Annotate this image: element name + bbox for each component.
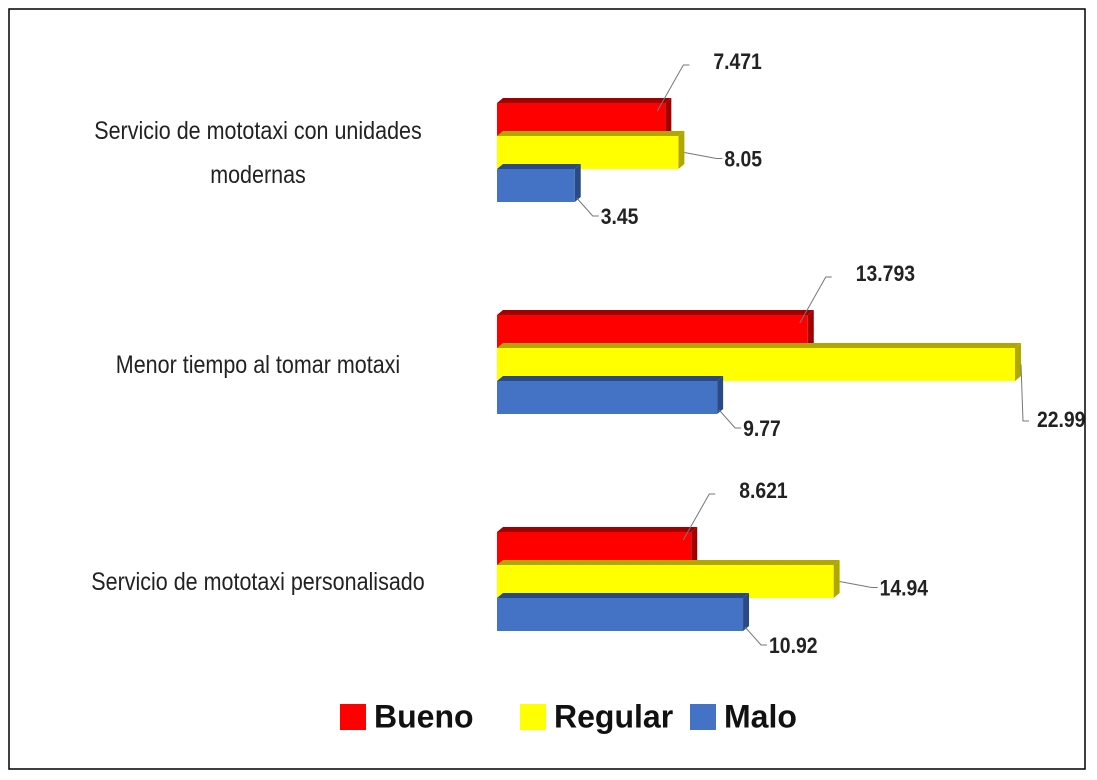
bar-top bbox=[497, 164, 581, 169]
bar-top bbox=[497, 560, 840, 565]
bar-depth bbox=[691, 527, 698, 565]
category-label: Servicio de mototaxi personalisado bbox=[91, 567, 425, 596]
bar-depth bbox=[833, 560, 840, 598]
legend-swatch bbox=[520, 704, 546, 730]
bar-top bbox=[497, 131, 685, 136]
bar-depth bbox=[743, 593, 750, 631]
bar bbox=[497, 381, 718, 414]
data-label: 10.92 bbox=[769, 634, 817, 658]
legend-label: Malo bbox=[724, 698, 797, 734]
bar-depth bbox=[678, 131, 685, 169]
legend-swatch bbox=[690, 704, 716, 730]
data-label: 9.77 bbox=[743, 417, 781, 441]
leader-line bbox=[839, 581, 878, 588]
leader-line bbox=[682, 493, 716, 541]
bar-top bbox=[497, 98, 672, 103]
bar-top bbox=[497, 376, 724, 381]
bar-depth bbox=[1015, 343, 1021, 381]
data-label: 14.94 bbox=[880, 576, 929, 600]
bar bbox=[497, 315, 808, 348]
legend-label: Bueno bbox=[374, 698, 474, 734]
data-label: 8.621 bbox=[739, 479, 787, 503]
bar bbox=[497, 136, 679, 169]
legend-swatch bbox=[340, 704, 366, 730]
data-label: 22.99 bbox=[1037, 408, 1085, 432]
bar-depth bbox=[807, 310, 814, 348]
legend-label: Regular bbox=[554, 698, 673, 734]
bar bbox=[497, 169, 575, 202]
leader-line bbox=[799, 276, 832, 324]
bar-top bbox=[497, 527, 698, 532]
bar bbox=[497, 103, 666, 136]
bar-top bbox=[497, 593, 750, 598]
bar bbox=[497, 532, 692, 565]
data-label: 3.45 bbox=[601, 205, 639, 229]
bar bbox=[497, 598, 744, 631]
leader-line bbox=[744, 626, 768, 646]
bar-top bbox=[497, 310, 814, 315]
bar-depth bbox=[665, 98, 672, 136]
leader-line bbox=[656, 64, 690, 112]
bar-depth bbox=[574, 164, 581, 202]
bar bbox=[497, 565, 834, 598]
data-label: 8.05 bbox=[724, 147, 762, 171]
leader-line bbox=[718, 409, 742, 429]
data-label: 7.471 bbox=[713, 50, 761, 74]
category-label: Servicio de mototaxi con unidades modern… bbox=[94, 116, 422, 189]
leader-line bbox=[1020, 364, 1029, 422]
bar-top bbox=[497, 343, 1021, 348]
leader-line bbox=[576, 197, 599, 217]
category-label: Menor tiempo al tomar motaxi bbox=[115, 350, 401, 379]
bar-depth bbox=[717, 376, 724, 414]
data-label: 13.793 bbox=[856, 262, 915, 286]
bar bbox=[497, 348, 1015, 381]
leader-line bbox=[684, 152, 723, 159]
